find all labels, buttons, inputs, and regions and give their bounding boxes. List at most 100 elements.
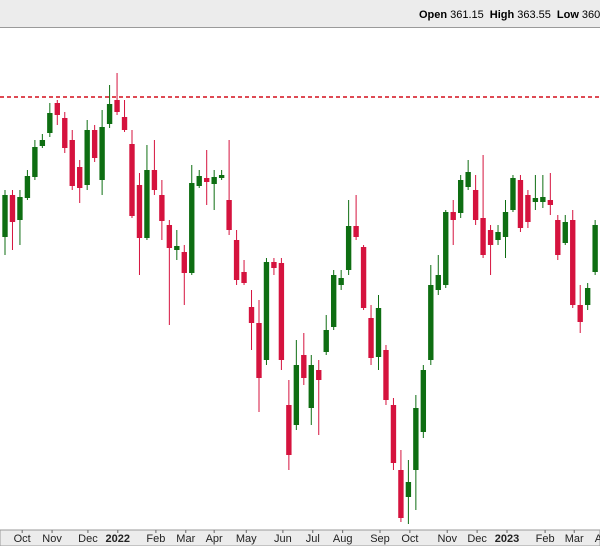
candle-body <box>555 220 561 255</box>
candle-body <box>353 226 359 237</box>
candle-body <box>450 212 456 220</box>
candle-body <box>226 200 232 230</box>
x-tick-label: Feb <box>536 533 555 545</box>
candle-body <box>540 197 546 202</box>
x-tick-label: Mar <box>176 533 195 545</box>
x-tick-label: Apr <box>206 533 223 545</box>
candle-body <box>39 140 46 146</box>
candle-body <box>241 272 247 283</box>
candle-body <box>32 147 38 177</box>
x-tick-label: May <box>236 533 257 545</box>
readout-value: 360.1 <box>581 9 600 21</box>
candle-body <box>525 195 531 222</box>
readout-label: Open <box>419 9 448 21</box>
candle-body <box>592 225 598 272</box>
x-tick-label: Sep <box>370 533 390 545</box>
x-tick-label: 2023 <box>495 533 519 545</box>
candle-body <box>159 195 165 221</box>
candle-body <box>390 405 397 463</box>
candle-body <box>24 176 31 198</box>
candle-body <box>181 252 187 273</box>
x-tick-label: Aug <box>333 533 353 545</box>
candle-body <box>211 177 217 184</box>
candle-body <box>293 365 300 425</box>
x-tick-label: Apr <box>595 533 600 545</box>
candle-body <box>91 130 98 158</box>
x-tick-label: Dec <box>467 533 487 545</box>
candle-body <box>121 117 128 130</box>
plot-area <box>0 28 600 530</box>
readout-value: 361.15 <box>450 9 484 21</box>
readout-label: High <box>489 9 515 21</box>
candle-body <box>480 218 486 255</box>
candle-body <box>316 370 322 380</box>
x-tick-label: Mar <box>565 533 584 545</box>
readout-value: 363.55 <box>517 9 551 21</box>
candle-body <box>17 197 23 220</box>
candle-body <box>286 405 292 455</box>
candle-body <box>375 308 382 357</box>
candle-body <box>129 144 135 216</box>
candle-body <box>577 305 583 322</box>
candle-body <box>233 240 240 280</box>
candle-body <box>2 195 8 237</box>
candle-body <box>54 103 60 115</box>
candle-body <box>345 226 352 270</box>
x-tick-label: Jul <box>306 533 320 545</box>
candle-body <box>99 127 105 180</box>
candle-body <box>487 230 494 245</box>
candle-body <box>62 118 68 148</box>
candle-body <box>204 178 210 182</box>
candle-body <box>532 198 539 202</box>
candle-body <box>584 288 591 305</box>
candle-body <box>174 246 180 250</box>
readout-label: Low <box>556 9 579 21</box>
candle-body <box>196 176 202 186</box>
x-tick-label: Feb <box>146 533 165 545</box>
candle-body <box>383 350 389 400</box>
candle-body <box>428 285 434 360</box>
candle-body <box>77 167 83 188</box>
candle-body <box>9 195 16 222</box>
x-tick-label: 2022 <box>106 533 130 545</box>
x-tick-label: Dec <box>78 533 98 545</box>
candle-body <box>136 185 143 238</box>
candle-body <box>502 212 509 237</box>
candle-body <box>368 318 374 358</box>
candle-body <box>263 262 270 360</box>
x-tick-label: Oct <box>401 533 418 545</box>
x-tick-label: Jun <box>274 533 292 545</box>
candle-body <box>562 222 568 243</box>
candle-body <box>69 140 75 186</box>
candle-body <box>360 247 367 308</box>
candle-body <box>84 130 90 185</box>
candle-body <box>151 170 158 190</box>
candle-body <box>189 183 195 273</box>
candle-body <box>420 370 427 432</box>
candle-body <box>510 178 516 210</box>
candle-body <box>443 212 449 285</box>
candle-body <box>308 365 314 408</box>
candle-body <box>144 170 150 238</box>
candle-body <box>495 232 501 240</box>
candle-body <box>398 470 404 518</box>
candle-body <box>248 307 255 323</box>
candle-body <box>256 323 262 378</box>
candle-body <box>413 408 419 470</box>
candle-body <box>301 355 307 378</box>
candle-body <box>517 180 524 228</box>
x-tick-label: Nov <box>437 533 457 545</box>
candle-body <box>472 190 479 220</box>
candle-body <box>166 225 173 248</box>
x-tick-label: Oct <box>14 533 31 545</box>
candle-body <box>323 330 329 352</box>
candle-body <box>435 275 441 290</box>
candle-body <box>106 104 113 124</box>
candle-body <box>278 263 285 360</box>
candle-body <box>405 482 412 497</box>
x-tick-label: Nov <box>42 533 62 545</box>
